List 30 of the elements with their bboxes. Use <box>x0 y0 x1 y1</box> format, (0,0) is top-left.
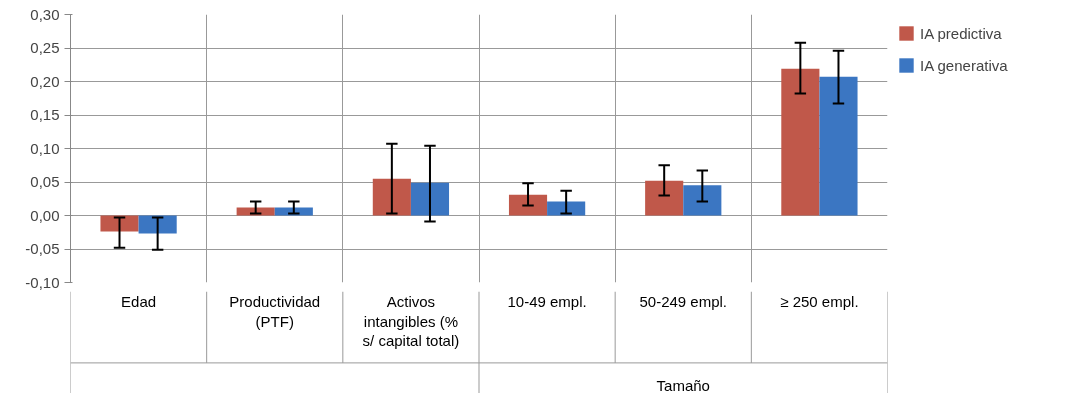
bar <box>781 68 820 216</box>
y-tick-label: 0,05 <box>30 173 60 190</box>
bar <box>645 180 684 216</box>
y-tick-label: 0,10 <box>30 139 60 157</box>
bar <box>274 207 313 216</box>
bar <box>547 201 586 216</box>
y-tick-label: 0,00 <box>30 206 60 224</box>
y-tick-label: -0,05 <box>25 240 60 257</box>
legend-label: IA predictiva <box>920 24 1002 42</box>
x-tick-label: Edad <box>121 293 157 311</box>
y-tick-label: -0,10 <box>25 273 60 291</box>
y-tick-label: 0,30 <box>30 5 60 23</box>
y-tick-label: 0,20 <box>30 72 60 90</box>
x-tick-label: 10-49 empl. <box>507 293 587 311</box>
bar <box>138 215 177 234</box>
x-tick-label: Productividad (PTF) <box>229 293 321 330</box>
x-tick-label: Activos intangibles (% s/ capital total) <box>362 293 460 349</box>
text: Tamaño <box>656 376 710 394</box>
bar <box>508 194 548 216</box>
bar <box>236 207 275 216</box>
legend-label: IA generativa <box>920 56 1008 74</box>
bar <box>372 178 411 216</box>
bar <box>683 185 722 216</box>
x-tick-label: ≥ 250 empl. <box>780 293 859 311</box>
bar <box>410 182 450 216</box>
bar <box>100 215 139 232</box>
bar <box>819 76 858 216</box>
y-tick-label: 0,25 <box>30 39 60 56</box>
y-tick-label: 0,15 <box>30 106 60 123</box>
x-tick-label: 50-249 empl. <box>639 293 728 311</box>
